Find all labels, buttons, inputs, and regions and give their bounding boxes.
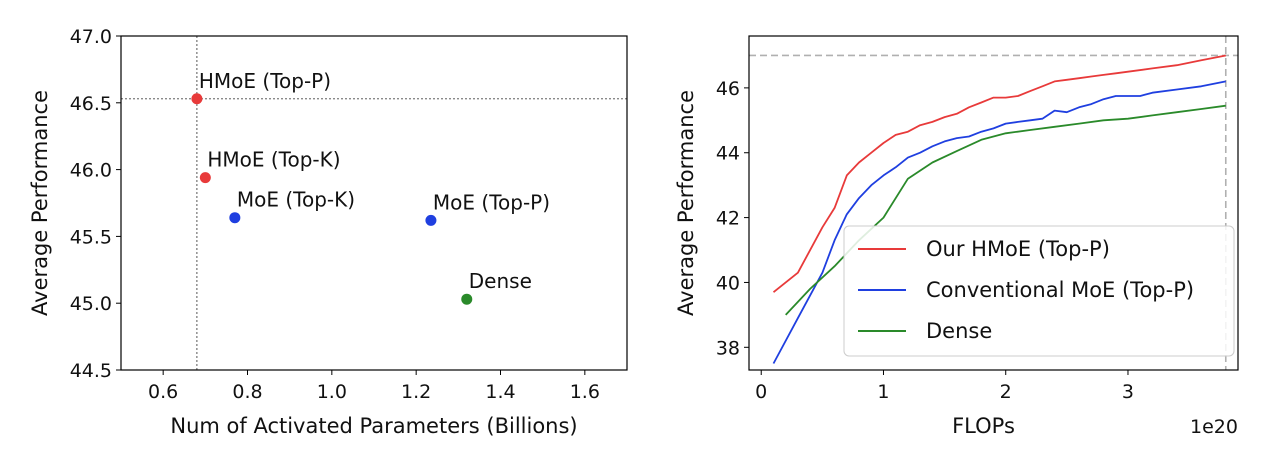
scatter-point: [461, 293, 473, 305]
y-tick-label: 46.0: [70, 160, 112, 182]
legend-entry: Conventional MoE (Top-P): [926, 278, 1194, 302]
legend-entry: Our HMoE (Top-P): [926, 237, 1110, 261]
point-label: HMoE (Top-P): [199, 69, 331, 93]
x-tick-label: 0: [755, 381, 767, 403]
y-tick-label: 44: [716, 143, 740, 165]
line-chart: 0 1 2 3 38 40 42 44 46 FLOPs 1e20 Average Performan…: [674, 35, 1239, 438]
y-tick-label: 46.5: [70, 93, 112, 115]
scatter-point: [191, 93, 203, 105]
point-label: Dense: [469, 269, 532, 293]
y-axis-label: Average Performance: [674, 90, 698, 316]
x-tick-label: 1.6: [570, 381, 600, 403]
y-tick-label: 46: [716, 78, 740, 100]
y-tick-label: 40: [716, 272, 740, 294]
point-label: MoE (Top-P): [433, 190, 550, 214]
x-axis-label: FLOPs: [952, 414, 1015, 438]
series-line-1: [772, 54, 1226, 293]
x-tick-label: 1: [877, 381, 889, 403]
x-tick-label: 0.8: [232, 381, 262, 403]
y-tick-label: 45.0: [70, 293, 112, 315]
y-tick-label: 38: [716, 337, 740, 359]
legend-entry: Dense: [926, 319, 992, 343]
x-tick-label: 0.6: [148, 381, 178, 403]
x-tick-label: 2: [1000, 381, 1012, 403]
scatter-point: [425, 214, 437, 226]
legend-box: [843, 225, 1235, 357]
y-axis-label: Average Performance: [28, 90, 52, 316]
plot-frame: [120, 35, 628, 371]
plot-frame: [748, 35, 1239, 371]
y-tick-label: 42: [716, 208, 740, 230]
scatter-chart: 0.6 0.8 1.0 1.2 1.4 1.6 44.5 45.0 45.5 46.0 46.5 47…: [28, 26, 628, 438]
x-tick-label: 1.4: [485, 381, 515, 403]
x-tick-label: 1.0: [317, 381, 347, 403]
x-tick-label: 1.2: [401, 381, 431, 403]
legend: Our HMoE (Top-P) Conventional MoE (Top-P)…: [843, 225, 1235, 357]
x-tick-label: 3: [1122, 381, 1134, 403]
point-label: MoE (Top-K): [237, 188, 355, 212]
series-line-2: [772, 80, 1226, 364]
y-tick-label: 44.5: [70, 360, 112, 382]
scatter-point: [199, 172, 211, 184]
x-axis-multiplier: 1e20: [1190, 416, 1238, 438]
point-label: HMoE (Top-K): [207, 148, 340, 172]
y-tick-label: 45.5: [70, 226, 112, 248]
x-axis-label: Num of Activated Parameters (Billions): [170, 414, 577, 438]
y-tick-label: 47.0: [70, 26, 112, 48]
scatter-point: [229, 212, 241, 224]
